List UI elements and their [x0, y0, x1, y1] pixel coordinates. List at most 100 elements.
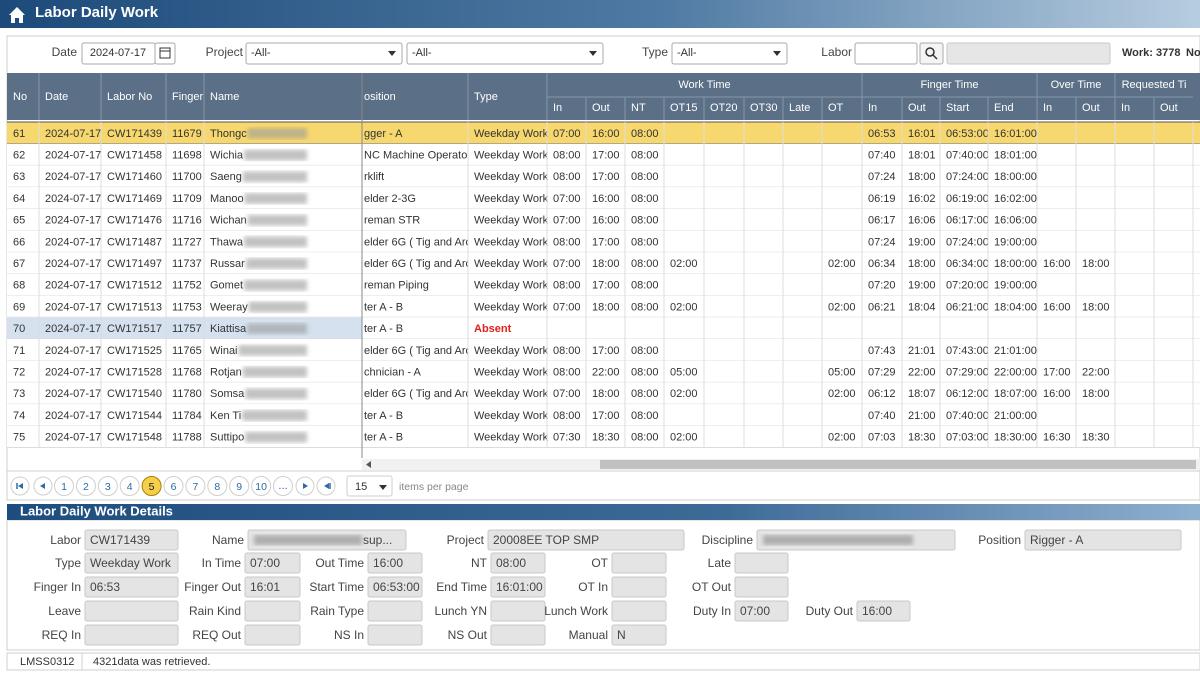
- cell-text: 08:00: [631, 193, 659, 205]
- cell-text: ter A - B: [364, 432, 403, 444]
- name-blur: [245, 388, 307, 400]
- cell-text: 08:00: [553, 280, 581, 292]
- date-value: 2024-07-17: [90, 47, 146, 59]
- cell-text: elder 6G ( Tig and Arc ): [364, 258, 478, 270]
- page-size-select[interactable]: [346, 475, 393, 497]
- cell-text: 18:00: [1082, 388, 1110, 400]
- cell-text: 08:00: [631, 149, 659, 161]
- cell-text: 18:07:00: [994, 388, 1037, 400]
- cell-text: 02:00: [670, 388, 698, 400]
- search-button[interactable]: [919, 42, 944, 65]
- cell-text: 2024-07-17: [45, 193, 101, 205]
- field-label: Leave: [48, 604, 81, 618]
- field-value-box: [84, 624, 179, 646]
- home-icon[interactable]: [9, 7, 25, 23]
- field-value-box: [367, 624, 423, 646]
- field-value: 07:00: [250, 556, 280, 570]
- name-blur: [254, 535, 362, 545]
- discipline-blur: [763, 535, 913, 545]
- column-header: OT30: [750, 102, 778, 114]
- scrollbar-thumb[interactable]: [600, 460, 1196, 469]
- cell-text: 22:00:00: [994, 366, 1037, 378]
- field-label: OT In: [578, 580, 608, 594]
- cell-text: Ken Ti: [210, 410, 241, 422]
- cell-text: CW171512: [107, 280, 162, 292]
- field-value: 08:00: [496, 556, 526, 570]
- type-select[interactable]: [671, 42, 788, 65]
- cell-text: 11788: [172, 432, 202, 444]
- field-label: Rain Kind: [189, 604, 241, 618]
- cell-text: reman STR: [364, 215, 420, 227]
- cell-text: gger - A: [364, 128, 403, 140]
- cell-text: 18:01:00: [994, 149, 1037, 161]
- field-label: Late: [708, 556, 732, 570]
- name-blur: [247, 128, 307, 139]
- cell-text: 08:00: [631, 345, 659, 357]
- field-value-box: [84, 600, 179, 622]
- cell-text: 07:00: [553, 215, 581, 227]
- field-value-box: [367, 552, 423, 574]
- cell-text: 07:40: [868, 410, 896, 422]
- cell-text: 16:06:00: [994, 215, 1037, 227]
- column-header: No: [13, 91, 27, 103]
- page-button[interactable]: [207, 476, 228, 496]
- cell-text: 2024-07-17: [45, 236, 101, 248]
- page-button[interactable]: [163, 476, 184, 496]
- page-size: 15: [355, 481, 367, 493]
- field-label: OT: [591, 556, 608, 570]
- field-label: Rain Type: [310, 604, 364, 618]
- name-blur: [238, 345, 307, 356]
- field-label: Labor: [50, 533, 81, 547]
- column-header: Start: [946, 102, 969, 114]
- column-header: OT: [828, 102, 844, 114]
- page-number: 3: [105, 481, 111, 493]
- name-blur: [247, 323, 307, 334]
- field-value-box: [84, 529, 179, 551]
- cell-text: CW171544: [107, 410, 162, 422]
- column-header: In: [868, 102, 877, 114]
- scroll-left-arrow[interactable]: [366, 461, 371, 468]
- name-blur: [244, 149, 307, 161]
- page-button[interactable]: [251, 476, 272, 496]
- page-button[interactable]: [229, 476, 250, 496]
- name-blur: [245, 258, 307, 269]
- cell-text: CW171540: [107, 388, 162, 400]
- page-button[interactable]: [141, 476, 162, 496]
- dropdown-arrow: [379, 485, 387, 490]
- cell-text: 11752: [172, 280, 202, 292]
- cell-text: 21:01: [908, 345, 936, 357]
- page-button[interactable]: [54, 476, 74, 496]
- cell-text: ter A - B: [364, 410, 403, 422]
- column-header: In: [1121, 102, 1130, 114]
- cell-text: CW171476: [107, 215, 162, 227]
- page-button[interactable]: [97, 476, 118, 496]
- cell-text: Saeng: [210, 171, 242, 183]
- page-button[interactable]: [75, 476, 96, 496]
- field-value-box: [490, 552, 546, 574]
- cell-text: 16:00: [1043, 301, 1071, 313]
- calendar-button[interactable]: [154, 42, 176, 65]
- cell-text: 19:00:00: [994, 280, 1037, 292]
- project-select[interactable]: [245, 42, 403, 65]
- cell-text: 11679: [172, 128, 202, 140]
- field-value: 16:01: [250, 580, 280, 594]
- cell-text: 72: [13, 366, 25, 378]
- page-button[interactable]: [185, 476, 206, 496]
- cell-text: CW171439: [107, 128, 162, 140]
- cell-text: 08:00: [553, 366, 581, 378]
- cell-text: CW171517: [107, 323, 162, 335]
- page-number: 5: [149, 481, 155, 493]
- project-sub-select[interactable]: [406, 42, 604, 65]
- column-header: OT15: [670, 102, 698, 114]
- cell-text: 07:00: [553, 258, 581, 270]
- page-button[interactable]: [119, 476, 140, 496]
- labor-input[interactable]: [854, 42, 918, 65]
- page-button[interactable]: [273, 476, 293, 496]
- cell-text: Thawa: [210, 236, 244, 248]
- search-icon: [925, 47, 935, 57]
- cell-text: 02:00: [828, 432, 856, 444]
- cell-text: chnician - A: [364, 366, 422, 378]
- cell-text: 07:24: [868, 236, 896, 248]
- cell-text: Gomet: [210, 280, 243, 292]
